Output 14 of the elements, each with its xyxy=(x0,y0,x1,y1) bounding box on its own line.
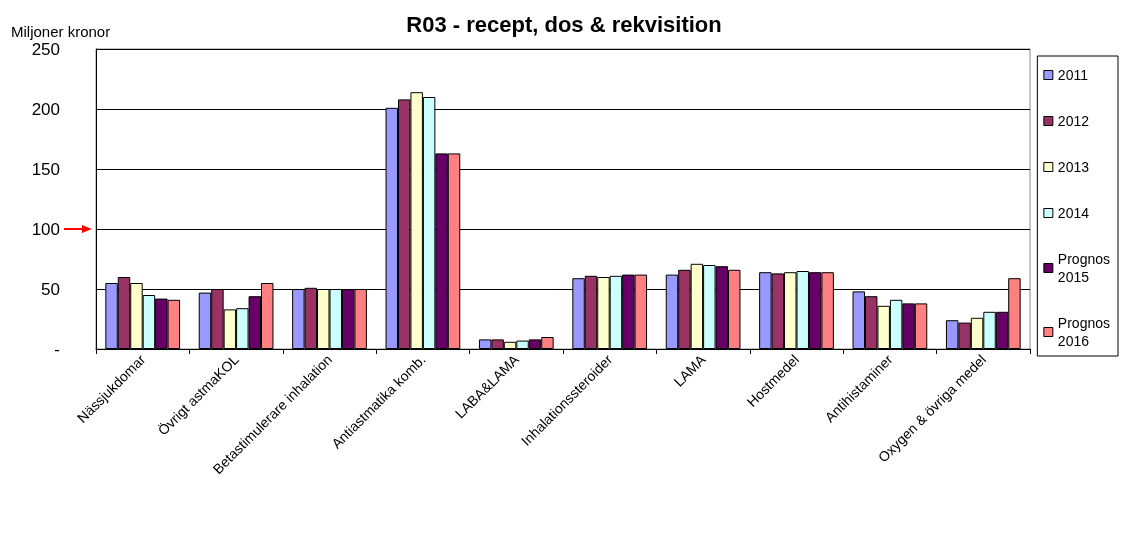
legend-label: 2012 xyxy=(1057,113,1090,129)
legend-label: 2011 xyxy=(1057,67,1089,83)
y-tick-label: 100 xyxy=(31,219,60,239)
y-tick-label: 50 xyxy=(41,279,60,299)
y-tick-label: 200 xyxy=(31,99,60,119)
y-tick-label: 150 xyxy=(31,159,60,179)
y-tick-label: - xyxy=(54,339,60,359)
legend-label: Prognos 2015 xyxy=(1057,251,1111,285)
y-axis-title: Miljoner kronor xyxy=(11,23,111,40)
legend-label: 2014 xyxy=(1057,205,1090,221)
legend-label: 2013 xyxy=(1057,159,1090,175)
legend-label: Prognos 2016 xyxy=(1057,315,1111,349)
chart-title: R03 - recept, dos & rekvisition xyxy=(406,11,722,37)
y-tick-label: 250 xyxy=(31,39,60,59)
